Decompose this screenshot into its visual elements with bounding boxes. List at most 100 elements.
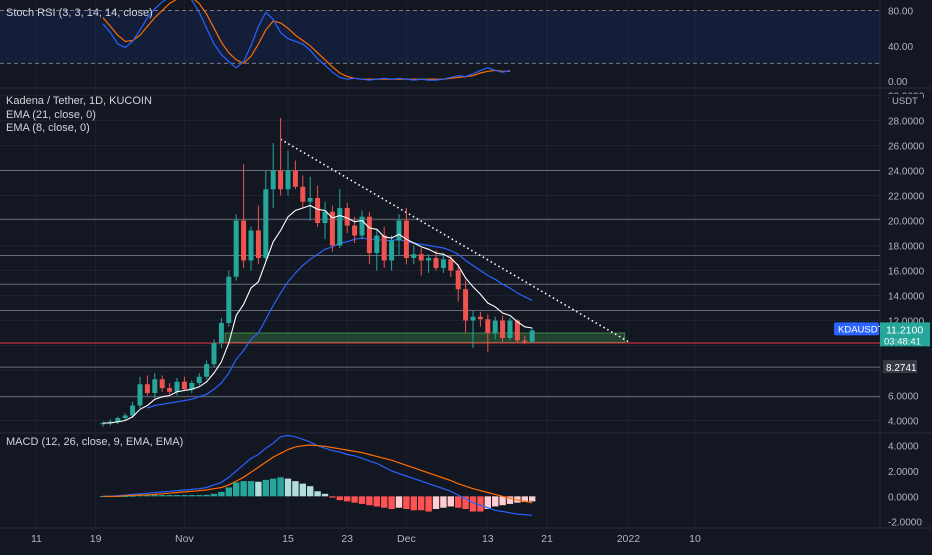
current-price-value: 11.2100	[886, 324, 923, 336]
macd-histogram-bar	[425, 496, 432, 512]
candle	[167, 383, 173, 395]
candle	[315, 185, 321, 227]
candle	[300, 175, 306, 208]
candle-body	[181, 381, 187, 390]
candle	[329, 205, 335, 252]
macd-histogram-bar	[418, 496, 425, 511]
macd-histogram-bar	[225, 487, 232, 497]
price-y-axis: 30.000028.000026.000024.000022.000020.00…	[888, 92, 925, 428]
candle	[211, 339, 217, 367]
candle	[270, 143, 276, 208]
level-badge-bg	[883, 360, 917, 374]
stoch-rsi-pane[interactable]: 80.00 40.00 0.00 Stoch RSI (3, 3, 14, 14, …	[0, 0, 913, 88]
candle-body	[115, 418, 121, 422]
candle	[263, 170, 269, 261]
macd-histogram	[99, 477, 536, 512]
candle	[500, 315, 506, 342]
candle	[322, 201, 328, 240]
price-tick-label: 24.0000	[888, 167, 925, 178]
ema8-legend[interactable]: EMA (8, close, 0)	[6, 122, 90, 134]
candle-body	[396, 220, 402, 241]
candle-body	[211, 343, 217, 365]
candle	[159, 375, 165, 392]
macd-grid	[35, 433, 696, 528]
candle-body	[359, 216, 365, 236]
candle-body	[411, 254, 417, 258]
candle	[137, 376, 143, 408]
candle-body	[440, 259, 446, 268]
macd-pane[interactable]: 4.0000 2.0000 0.0000 -2.0000 MACD (12, 26, …	[6, 433, 922, 529]
price-legend[interactable]: Kadena / Tether, 1D, KUCOIN EMA (21, clo…	[6, 95, 152, 134]
macd-histogram-bar	[181, 495, 188, 497]
candle-body	[448, 259, 454, 271]
candle	[492, 316, 498, 340]
macd-histogram-bar	[122, 495, 129, 497]
macd-histogram-bar	[403, 496, 410, 509]
candle-body	[344, 208, 350, 226]
time-tick-label: Dec	[397, 533, 416, 545]
macd-histogram-bar	[336, 496, 343, 501]
macd-histogram-bar	[440, 496, 447, 508]
candle	[389, 235, 395, 271]
candle-body	[196, 376, 202, 383]
macd-histogram-bar	[255, 481, 262, 497]
candle-body	[152, 379, 158, 393]
candle-body	[381, 235, 387, 261]
price-tick-label: 20.0000	[888, 217, 925, 228]
candle	[189, 380, 195, 393]
level-badge[interactable]: 8.2741	[883, 360, 917, 374]
macd-histogram-bar	[196, 495, 203, 497]
candle	[107, 419, 113, 426]
time-tick-label: 13	[482, 533, 494, 545]
stoch-grid	[35, 0, 696, 88]
macd-histogram-bar	[469, 496, 477, 512]
stoch-legend[interactable]: Stoch RSI (3, 3, 14, 14, close)	[6, 7, 153, 19]
macd-histogram-bar	[351, 496, 358, 503]
support-zone[interactable]	[224, 332, 626, 343]
level-badge-text: 8.2741	[886, 363, 917, 374]
candle	[448, 255, 454, 277]
candle-body	[507, 320, 513, 338]
macd-histogram-bar	[233, 482, 240, 497]
candle	[470, 310, 476, 348]
price-tick-label: 22.0000	[888, 192, 925, 203]
candle-body	[270, 170, 276, 190]
candle-body	[307, 198, 313, 202]
candle	[255, 205, 261, 265]
macd-histogram-bar	[247, 481, 255, 497]
symbol-legend[interactable]: Kadena / Tether, 1D, KUCOIN	[6, 95, 152, 107]
candle-body	[159, 379, 165, 388]
candle-body	[418, 254, 424, 261]
price-tick-label: 4.0000	[888, 417, 919, 428]
candle-body	[492, 320, 498, 333]
candle	[433, 250, 439, 271]
current-price-badge[interactable]: KDAUSDT 11.2100 03:48:41	[834, 322, 930, 347]
time-tick-label: 10	[689, 533, 701, 545]
macd-legend[interactable]: MACD (12, 26, close, 9, EMA, EMA)	[6, 436, 183, 448]
candle	[455, 264, 461, 302]
candle	[514, 319, 520, 343]
candle	[248, 226, 254, 271]
macd-histogram-bar	[484, 496, 491, 509]
candle-body	[433, 258, 439, 268]
macd-histogram-bar	[499, 496, 506, 506]
time-axis[interactable]: 11 19 Nov 15 23 Dec 13 21 2022 10	[31, 533, 701, 545]
candle-body	[374, 235, 380, 253]
macd-histogram-bar	[366, 496, 373, 506]
candle-body	[337, 208, 343, 246]
candle	[352, 216, 358, 243]
candle-body	[500, 320, 506, 338]
candle	[285, 150, 291, 196]
macd-histogram-bar	[388, 496, 395, 509]
macd-histogram-bar	[314, 491, 321, 497]
macd-tick-label: 0.0000	[888, 492, 919, 503]
macd-histogram-bar	[262, 479, 269, 497]
price-pane[interactable]: 30.000028.000026.000024.000022.000020.00…	[0, 88, 930, 433]
candle	[130, 401, 136, 418]
candle-body	[426, 258, 432, 261]
ema21-legend[interactable]: EMA (21, close, 0)	[6, 109, 96, 121]
macd-histogram-bar	[270, 478, 277, 497]
candle	[426, 254, 432, 273]
